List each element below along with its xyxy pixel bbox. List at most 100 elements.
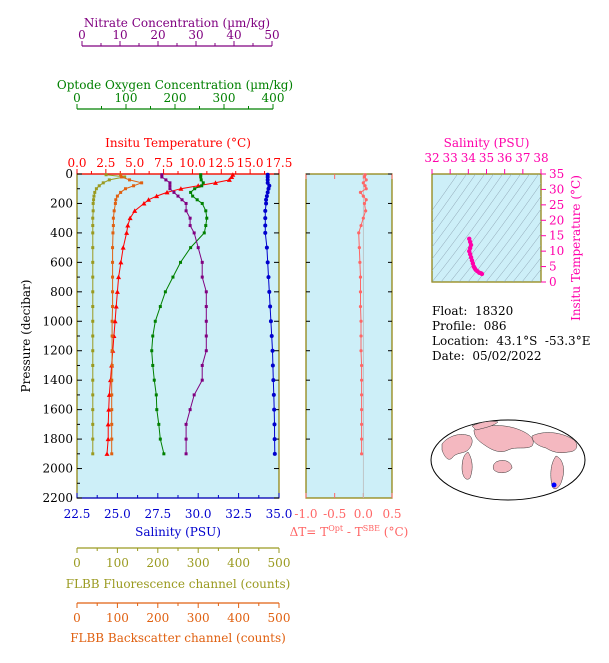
ts-density-contour: [521, 257, 541, 282]
delta-tick-label: -0.5: [323, 507, 346, 521]
nitrate-point: [188, 216, 192, 220]
nitrate-point: [200, 275, 204, 279]
fluorescence-point: [91, 349, 95, 353]
salinity-axis-tick-label: 30.0: [185, 507, 212, 521]
temperature-point: [132, 208, 138, 213]
fluorescence-axis-tick-label: 0: [73, 556, 81, 570]
delta-label-sup1: Opt: [328, 524, 344, 533]
backscatter-axis-tick-label: 0: [73, 611, 81, 625]
ts-density-contour: [432, 174, 512, 282]
pressure-tick-label: 1000: [42, 314, 73, 328]
temperature-point: [125, 223, 131, 228]
fluorescence-point: [91, 305, 95, 309]
backscatter-point: [112, 209, 116, 213]
temperature-point: [118, 259, 124, 265]
fluorescence-axis-tick-label: 100: [106, 556, 129, 570]
delta-point: [359, 334, 363, 338]
temperature-point: [105, 436, 111, 442]
nitrate-point: [200, 363, 204, 367]
fluorescence-point: [94, 187, 98, 191]
oxygen-axis-label: Optode Oxygen Concentration (µm/kg): [57, 78, 293, 92]
oxygen-point: [150, 349, 154, 353]
fluorescence-point: [91, 231, 95, 235]
ts-density-contour: [458, 174, 539, 282]
backscatter-axis-tick-label: 300: [187, 611, 210, 625]
backscatter-point: [115, 194, 119, 198]
nitrate-axis-tick-label: 0: [78, 28, 86, 42]
salinity-point: [269, 334, 274, 338]
fluorescence-point: [107, 178, 111, 182]
backscatter-point: [113, 201, 117, 205]
ts-density-contour: [432, 174, 503, 272]
delta-point: [364, 187, 368, 191]
temperature-point: [229, 174, 235, 179]
pressure-tick-label: 2200: [42, 491, 73, 505]
fluorescence-point: [91, 216, 95, 220]
ts-density-contour: [449, 174, 530, 282]
pressure-tick-label: 1400: [42, 373, 73, 387]
backscatter-axis-tick-label: 100: [106, 611, 129, 625]
salinity-point: [264, 201, 269, 206]
ts-salinity-tick-label: 32: [424, 151, 439, 165]
salinity-point: [272, 437, 277, 442]
temperature-point: [127, 215, 133, 221]
ts-point: [479, 271, 485, 277]
ts-salinity-tick-label: 38: [533, 151, 548, 165]
ts-density-contour: [432, 174, 458, 211]
delta-point: [357, 246, 361, 250]
nitrate-point: [172, 190, 176, 194]
delta-point: [358, 260, 362, 264]
oxygen-point: [189, 190, 193, 194]
backscatter-point: [111, 260, 115, 264]
nitrate-point: [160, 175, 164, 179]
backscatter-point: [114, 198, 118, 202]
pressure-axis-label: Pressure (decibar): [19, 280, 33, 393]
delta-point: [360, 437, 364, 441]
profile-series: [91, 172, 277, 456]
fluorescence-point: [104, 173, 108, 177]
fluorescence-point: [91, 452, 95, 456]
ts-density-contour: [432, 174, 485, 248]
nitrate-axis-tick-label: 10: [112, 28, 127, 42]
delta-point: [358, 304, 363, 309]
salinity-point: [272, 407, 277, 412]
ts-density-contour: [503, 233, 541, 282]
fluorescence-point: [91, 319, 95, 323]
fluorescence-axis-tick-label: 300: [187, 556, 210, 570]
temperature-axis-tick-label: 17.5: [266, 156, 293, 170]
float-id: Float: 18320: [432, 304, 514, 318]
temperature-point: [104, 451, 110, 456]
delta-point: [359, 223, 363, 228]
delta-tick-label: -1.0: [294, 507, 317, 521]
float-info: Float: 18320 Profile: 086 Location: 43.1°S…: [432, 304, 590, 364]
fluorescence-point: [97, 184, 101, 188]
oxygen-point: [179, 260, 183, 264]
fluorescence-axis-tick-label: 400: [227, 556, 250, 570]
nitrate-point: [184, 209, 188, 213]
temperature-axis-tick-label: 2.5: [96, 156, 115, 170]
ts-temperature-tick-label: 10: [549, 244, 564, 258]
backscatter-point: [140, 181, 144, 185]
salinity-point: [264, 194, 269, 199]
backscatter-axis-tick-label: 200: [146, 611, 169, 625]
date: Date: 05/02/2022: [432, 349, 542, 363]
ts-salinity-tick-label: 35: [479, 151, 494, 165]
fluorescence-point: [91, 393, 95, 397]
salinity-point: [265, 174, 270, 179]
oxygen-point: [200, 201, 204, 205]
temperature-axis-tick-label: 5.0: [125, 156, 144, 170]
salinity-point: [272, 422, 277, 427]
ts-salinity-tick-label: 37: [515, 151, 530, 165]
oxygen-point: [158, 305, 162, 309]
salinity-point: [265, 190, 270, 195]
oxygen-point: [162, 452, 166, 456]
fluorescence-point: [92, 194, 96, 198]
salinity-axis-tick-label: 25.0: [104, 507, 131, 521]
oxygen-point: [171, 275, 175, 279]
oxygen-point: [151, 363, 155, 367]
ts-density-contour: [558, 159, 609, 282]
salinity-axis-tick-label: 35.0: [266, 507, 293, 521]
backscatter-axis-tick-label: 500: [268, 611, 291, 625]
salinity-axis-tick-label: 22.5: [64, 507, 91, 521]
